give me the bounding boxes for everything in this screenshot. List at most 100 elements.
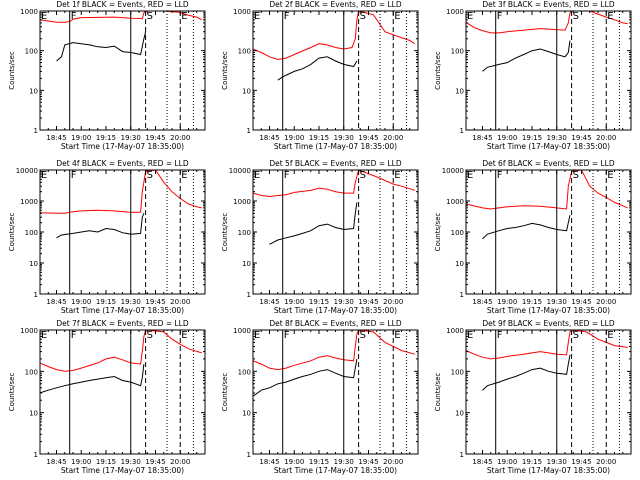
events-series-line bbox=[39, 364, 145, 394]
y-tick-label: 10000 bbox=[229, 167, 251, 175]
event-marker-label: S bbox=[147, 330, 153, 341]
y-axis-label: Counts/sec bbox=[434, 373, 442, 412]
x-tick-label: 19:00 bbox=[284, 134, 304, 142]
event-marker-label: F bbox=[497, 11, 503, 22]
x-tick-label: 19:15 bbox=[96, 298, 116, 306]
y-tick-label: 1000 bbox=[20, 8, 38, 16]
events-series-line bbox=[482, 354, 571, 391]
x-axis-label: Start Time (17-May-07 18:35:00) bbox=[61, 306, 184, 315]
panel-title: Det 5f BLACK = Events, RED = LLD bbox=[269, 159, 402, 168]
x-axis-label: Start Time (17-May-07 18:35:00) bbox=[61, 466, 184, 475]
x-tick-label: 19:30 bbox=[547, 298, 567, 306]
event-marker-label: E bbox=[254, 170, 260, 181]
detector-panel: Det 4f BLACK = Events, RED = LLD E F S E 1 10 1… bbox=[8, 159, 206, 315]
y-axis-label: Counts/sec bbox=[434, 51, 442, 90]
event-marker-label: E bbox=[467, 11, 473, 22]
x-tick-label: 20:00 bbox=[596, 458, 616, 466]
events-series-line bbox=[56, 213, 145, 239]
x-tick-label: 19:00 bbox=[497, 458, 517, 466]
x-tick-label: 19:15 bbox=[522, 458, 542, 466]
event-marker-label: E bbox=[181, 11, 187, 22]
x-tick-label: 19:30 bbox=[121, 298, 141, 306]
event-marker-label: E bbox=[467, 170, 473, 181]
x-tick-label: 19:45 bbox=[145, 134, 165, 142]
event-marker-label: E bbox=[607, 330, 613, 341]
event-marker-label: E bbox=[467, 330, 473, 341]
y-tick-label: 1000 bbox=[20, 198, 38, 206]
y-tick-label: 10 bbox=[242, 260, 251, 268]
x-tick-label: 20:00 bbox=[383, 134, 403, 142]
event-marker-label: E bbox=[394, 11, 400, 22]
y-tick-label: 1 bbox=[34, 291, 38, 299]
x-axis-label: Start Time (17-May-07 18:35:00) bbox=[487, 306, 610, 315]
y-tick-label: 100 bbox=[25, 368, 38, 376]
events-series-line bbox=[56, 31, 147, 62]
event-marker-label: S bbox=[147, 11, 153, 22]
x-tick-label: 19:15 bbox=[309, 458, 329, 466]
event-marker-label: S bbox=[360, 170, 366, 181]
y-axis-label: Counts/sec bbox=[221, 51, 229, 90]
y-tick-label: 100 bbox=[238, 368, 251, 376]
y-tick-label: 100 bbox=[451, 48, 464, 56]
panel-title: Det 2f BLACK = Events, RED = LLD bbox=[269, 0, 402, 9]
y-tick-label: 100 bbox=[25, 229, 38, 237]
x-tick-label: 18:45 bbox=[472, 298, 492, 306]
y-tick-label: 1 bbox=[34, 127, 38, 135]
x-tick-label: 18:45 bbox=[46, 134, 66, 142]
x-tick-label: 19:30 bbox=[121, 134, 141, 142]
x-tick-label: 19:45 bbox=[571, 458, 591, 466]
events-series-line bbox=[482, 40, 571, 72]
y-tick-label: 1000 bbox=[233, 8, 251, 16]
y-tick-label: 1000 bbox=[233, 198, 251, 206]
event-marker-label: E bbox=[181, 170, 187, 181]
x-tick-label: 19:45 bbox=[571, 134, 591, 142]
x-tick-label: 19:00 bbox=[284, 458, 304, 466]
x-tick-label: 19:30 bbox=[547, 134, 567, 142]
event-marker-label: F bbox=[71, 330, 77, 341]
event-marker-label: S bbox=[573, 330, 579, 341]
x-tick-label: 19:00 bbox=[497, 298, 517, 306]
y-tick-label: 10000 bbox=[442, 167, 464, 175]
y-axis-label: Counts/sec bbox=[8, 373, 16, 412]
x-tick-label: 18:45 bbox=[259, 298, 279, 306]
x-tick-label: 19:30 bbox=[334, 134, 354, 142]
y-axis-label: Counts/sec bbox=[221, 213, 229, 252]
event-marker-label: E bbox=[41, 330, 47, 341]
x-tick-label: 19:15 bbox=[309, 298, 329, 306]
panel-title: Det 7f BLACK = Events, RED = LLD bbox=[56, 319, 189, 328]
y-tick-label: 10 bbox=[29, 260, 38, 268]
y-tick-label: 10 bbox=[455, 410, 464, 418]
panel-title: Det 3f BLACK = Events, RED = LLD bbox=[482, 0, 615, 9]
events-series-line bbox=[482, 214, 571, 240]
x-tick-label: 19:45 bbox=[358, 298, 378, 306]
event-marker-label: F bbox=[284, 11, 290, 22]
x-tick-label: 20:00 bbox=[596, 134, 616, 142]
y-tick-label: 1 bbox=[460, 291, 464, 299]
x-tick-label: 20:00 bbox=[383, 458, 403, 466]
event-marker-label: S bbox=[573, 170, 579, 181]
x-tick-label: 18:45 bbox=[472, 134, 492, 142]
x-tick-label: 20:00 bbox=[170, 458, 190, 466]
y-tick-label: 10 bbox=[242, 410, 251, 418]
y-tick-label: 1000 bbox=[20, 327, 38, 335]
x-tick-label: 20:00 bbox=[170, 298, 190, 306]
y-tick-label: 1000 bbox=[233, 327, 251, 335]
event-marker-label: E bbox=[394, 170, 400, 181]
x-tick-label: 18:45 bbox=[259, 458, 279, 466]
x-tick-label: 20:00 bbox=[596, 298, 616, 306]
y-tick-label: 1 bbox=[460, 127, 464, 135]
y-tick-label: 1000 bbox=[446, 327, 464, 335]
events-series-line bbox=[269, 202, 358, 245]
detector-panel: Det 8f BLACK = Events, RED = LLD E F S E 1 10 1… bbox=[221, 319, 419, 475]
event-marker-label: E bbox=[607, 170, 613, 181]
x-axis-label: Start Time (17-May-07 18:35:00) bbox=[487, 466, 610, 475]
events-series-line bbox=[277, 56, 358, 81]
lld-series-line bbox=[39, 169, 202, 214]
x-axis-label: Start Time (17-May-07 18:35:00) bbox=[274, 142, 397, 151]
x-tick-label: 19:45 bbox=[145, 298, 165, 306]
y-tick-label: 10 bbox=[29, 410, 38, 418]
y-tick-label: 100 bbox=[238, 229, 251, 237]
y-tick-label: 100 bbox=[238, 48, 251, 56]
y-tick-label: 10 bbox=[29, 87, 38, 95]
